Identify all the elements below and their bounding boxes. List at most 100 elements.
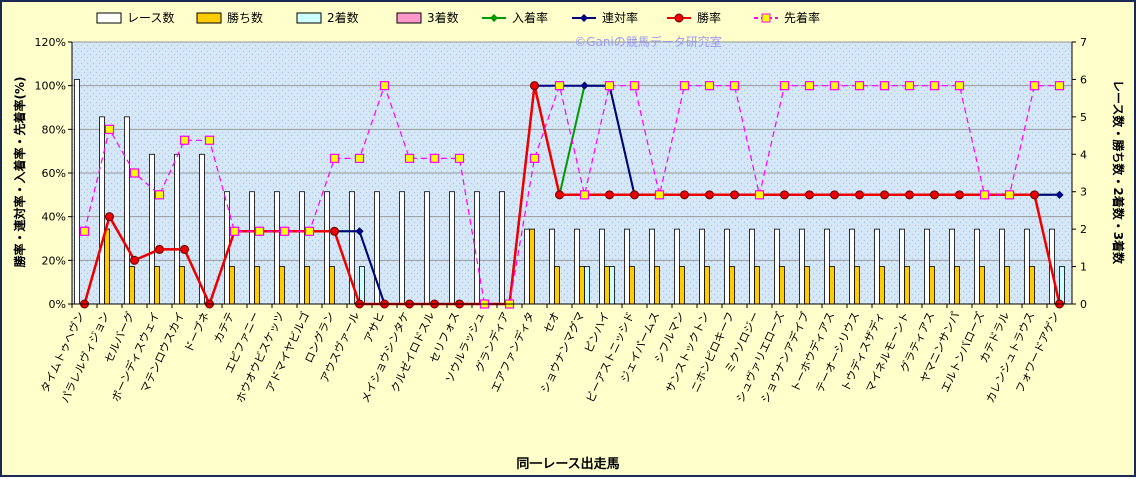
marker-先着率 — [1029, 81, 1040, 91]
legend-label: 連対率 — [602, 10, 638, 25]
bar-レース数 — [774, 228, 780, 305]
left-tick-label: 100% — [35, 80, 66, 93]
marker-先着率 — [454, 153, 465, 163]
right-tick-label: 2 — [1080, 223, 1087, 236]
marker-先着率 — [379, 81, 390, 91]
bar-レース数 — [574, 228, 580, 305]
bar-勝ち数 — [929, 266, 935, 305]
marker-先着率 — [529, 153, 540, 163]
bar-レース数 — [124, 116, 130, 305]
marker-先着率 — [979, 190, 990, 200]
left-tick-label: 40% — [42, 211, 66, 224]
y-axis-label-left: 勝率・連対率・入着率・先着率(%) — [12, 77, 27, 268]
marker-先着率 — [104, 124, 115, 134]
marker-勝率 — [130, 255, 139, 265]
bar-レース数 — [99, 116, 105, 305]
bar-勝ち数 — [554, 266, 560, 305]
bar-勝ち数 — [1029, 266, 1035, 305]
bar-レース数 — [824, 228, 830, 305]
marker-先着率 — [1054, 81, 1065, 91]
bar-勝ち数 — [879, 266, 885, 305]
marker-勝率 — [930, 190, 939, 200]
marker-先着率 — [604, 81, 615, 91]
bar-勝ち数 — [254, 266, 260, 305]
legend-swatch — [296, 12, 322, 24]
bar-レース数 — [549, 228, 555, 305]
marker-先着率 — [1004, 190, 1015, 200]
right-tick-label: 1 — [1080, 261, 1087, 274]
marker-勝率 — [105, 212, 114, 222]
marker-先着率 — [729, 81, 740, 91]
bar-2着数 — [359, 266, 365, 305]
bar-レース数 — [1024, 228, 1030, 305]
left-tick-label: 120% — [35, 36, 66, 49]
left-tick-label: 20% — [42, 254, 66, 267]
right-tick-label: 4 — [1080, 148, 1087, 161]
bar-勝ち数 — [604, 266, 610, 305]
bar-勝ち数 — [154, 266, 160, 305]
marker-先着率 — [779, 81, 790, 91]
bar-勝ち数 — [629, 266, 635, 305]
bar-勝ち数 — [279, 266, 285, 305]
marker-先着率 — [679, 81, 690, 91]
legend: レース数 勝ち数 2着数 3着数 入着率 連対率 勝率 先着率 — [96, 10, 820, 25]
bar-レース数 — [899, 228, 905, 305]
bar-勝ち数 — [579, 266, 585, 305]
bar-2着数 — [609, 266, 615, 305]
bar-レース数 — [399, 191, 405, 305]
right-tick-label: 6 — [1080, 73, 1087, 86]
bar-勝ち数 — [304, 266, 310, 305]
marker-連対率 — [1055, 190, 1064, 199]
bar-勝ち数 — [1004, 266, 1010, 305]
bar-レース数 — [149, 153, 155, 305]
bar-レース数 — [649, 228, 655, 305]
marker-先着率 — [879, 81, 890, 91]
bar-レース数 — [999, 228, 1005, 305]
bar-勝ち数 — [129, 266, 135, 305]
legend-label: 勝率 — [697, 10, 721, 25]
marker-先着率 — [629, 81, 640, 91]
marker-勝率 — [730, 190, 739, 200]
bar-レース数 — [599, 228, 605, 305]
marker-勝率 — [605, 190, 614, 200]
right-tick-label: 7 — [1080, 36, 1087, 49]
bar-レース数 — [174, 153, 180, 305]
bar-勝ち数 — [329, 266, 335, 305]
bar-勝ち数 — [529, 228, 535, 305]
bar-勝ち数 — [754, 266, 760, 305]
marker-勝率 — [180, 244, 189, 254]
marker-先着率 — [554, 81, 565, 91]
marker-先着率 — [754, 190, 765, 200]
legend-label: レース数 — [127, 10, 174, 25]
line-先着率 — [83, 83, 1060, 305]
bar-勝ち数 — [779, 266, 785, 305]
bar-layer — [74, 79, 1065, 305]
line-layer — [79, 81, 1065, 309]
bar-レース数 — [624, 228, 630, 305]
bar-レース数 — [424, 191, 430, 305]
bar-2着数 — [584, 266, 590, 305]
bar-レース数 — [724, 228, 730, 305]
legend-swatch — [96, 12, 122, 24]
marker-先着率 — [154, 190, 165, 200]
marker-勝率 — [705, 190, 714, 200]
legend-label: 入着率 — [512, 10, 548, 25]
x-axis-label: 同一レース出走馬 — [516, 456, 619, 472]
marker-勝率 — [855, 190, 864, 200]
legend-marker — [674, 13, 684, 23]
marker-先着率 — [954, 81, 965, 91]
marker-先着率 — [579, 190, 590, 200]
bar-レース数 — [974, 228, 980, 305]
marker-先着率 — [79, 226, 90, 236]
bar-勝ち数 — [704, 266, 710, 305]
bar-レース数 — [449, 191, 455, 305]
left-tick-label: 0% — [49, 298, 66, 311]
legend-marker — [761, 13, 771, 23]
marker-先着率 — [254, 226, 265, 236]
bar-勝ち数 — [229, 266, 235, 305]
bar-レース数 — [74, 79, 80, 305]
legend-label: 2着数 — [327, 10, 359, 25]
watermark: ©Ganiの競馬データ研究室 — [574, 34, 722, 49]
bar-勝ち数 — [729, 266, 735, 305]
bar-レース数 — [924, 228, 930, 305]
